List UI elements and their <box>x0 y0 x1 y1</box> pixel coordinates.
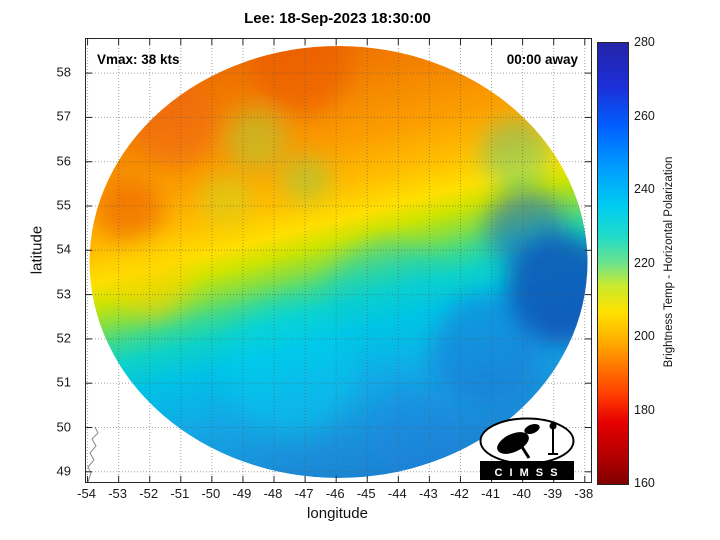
x-tick-label: -52 <box>139 486 159 501</box>
y-tick-label: 53 <box>56 286 71 302</box>
x-tick-label: -42 <box>450 486 469 501</box>
x-tick-label: -43 <box>418 486 438 501</box>
colorbar-tick-label: 160 <box>634 476 655 490</box>
x-tick-label: -45 <box>356 486 376 501</box>
y-tick-label: 55 <box>56 197 71 213</box>
x-tick-label: -48 <box>263 486 283 501</box>
x-tick-label: -39 <box>543 486 563 501</box>
colorbar-tick-label: 260 <box>634 108 655 123</box>
x-tick-label: -53 <box>108 486 128 501</box>
y-axis-ticks: 49 50 51 52 53 54 55 56 57 58 <box>38 38 78 481</box>
vmax-annotation: Vmax: 38 kts <box>97 52 180 67</box>
colorbar <box>597 42 629 485</box>
x-axis-label: longitude <box>307 505 368 522</box>
coastline <box>87 426 99 482</box>
colorbar-tick-label: 220 <box>634 255 655 270</box>
x-tick-label: -47 <box>294 486 314 501</box>
cimss-logo-text: C I M S S <box>494 467 560 479</box>
y-tick-label: 52 <box>56 330 71 346</box>
colorbar-tick-label: 200 <box>634 329 655 343</box>
cimss-logo-graphic <box>479 417 575 480</box>
x-tick-label: -54 <box>77 486 96 501</box>
x-tick-label: -46 <box>325 486 345 501</box>
x-tick-label: -51 <box>170 486 190 501</box>
colorbar-tick-label: 180 <box>634 402 655 417</box>
forecast-time-annotation: 00:00 away <box>506 52 578 67</box>
x-tick-label: -40 <box>512 486 532 501</box>
colorbar-tick-label: 240 <box>634 182 655 196</box>
colorbar-label: Brightness Temp - Horizontal Polarizatio… <box>663 156 675 368</box>
satellite-dish-icon <box>497 432 529 454</box>
x-tick-label: -49 <box>232 486 252 501</box>
y-tick-label: 51 <box>56 374 71 390</box>
x-tick-label: -38 <box>574 486 594 501</box>
x-tick-label: -50 <box>201 486 221 501</box>
y-tick-label: 56 <box>56 153 71 169</box>
x-tick-label: -41 <box>481 486 500 501</box>
y-tick-label: 58 <box>56 64 71 80</box>
y-tick-label: 50 <box>56 419 71 434</box>
colorbar-ticks: 160 180 200 220 240 260 280 <box>632 35 672 490</box>
swath-data <box>89 46 588 478</box>
y-tick-label: 54 <box>56 241 71 257</box>
cimss-logo: C I M S S <box>479 417 575 481</box>
brightness-temp-map <box>86 39 591 482</box>
field-texture <box>99 46 588 478</box>
y-tick-label: 57 <box>56 108 71 124</box>
colorbar-tick-label: 280 <box>634 35 655 49</box>
y-tick-label: 49 <box>56 463 71 479</box>
x-tick-label: -44 <box>387 486 407 501</box>
chart-title: Lee: 18-Sep-2023 18:30:00 <box>244 10 431 27</box>
plot-area: Vmax: 38 kts 00:00 away C I M S S <box>85 38 592 483</box>
x-axis-ticks: -54 -53 -52 -51 -50 -49 -48 -47 -46 -45 -44 -43 -42-… <box>77 485 594 503</box>
y-axis-label: latitude <box>28 225 46 275</box>
